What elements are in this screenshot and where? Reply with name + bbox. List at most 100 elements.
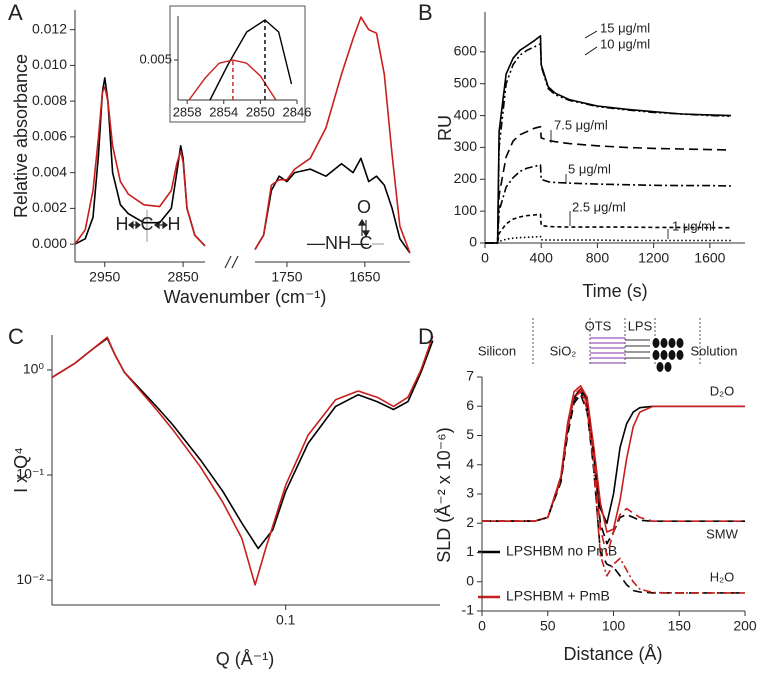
y-tick-label: 400 — [454, 106, 478, 122]
y-tick-label: 10⁻¹ — [16, 466, 44, 482]
x-tick-label: 800 — [586, 250, 610, 266]
lps-molecules — [625, 338, 684, 372]
series-line — [209, 19, 293, 101]
annotation: Solution — [691, 343, 738, 358]
y-tick-label: 0.002 — [32, 199, 67, 215]
x-tick-label: 150 — [668, 618, 692, 634]
series-line — [485, 164, 731, 244]
x-axis-title: Time (s) — [582, 281, 647, 301]
x-tick-label: 200 — [733, 618, 757, 634]
y-tick-label: 10⁻² — [16, 571, 44, 587]
annotation: C — [141, 214, 154, 234]
inset-y-tick-label: 0.005 — [139, 51, 172, 66]
series-line — [485, 125, 731, 244]
y-tick-label: -1 — [462, 602, 475, 618]
axis-break — [224, 255, 232, 269]
axis-break — [231, 255, 239, 269]
annotation: OTS — [585, 318, 612, 333]
x-tick-label: 0 — [478, 618, 486, 634]
annotation: C — [360, 233, 373, 253]
y-tick-label: 0.008 — [32, 92, 67, 108]
x-axis-title: Distance (Å) — [563, 644, 662, 664]
y-tick-label: 7 — [466, 368, 474, 384]
panel-letter: D — [418, 324, 434, 349]
y-tick-label: 100 — [454, 202, 478, 218]
annotation: Silicon — [478, 343, 516, 358]
y-tick-label: 600 — [454, 43, 478, 59]
x-tick-label: 2950 — [89, 269, 120, 285]
y-tick-label: 6 — [466, 397, 474, 413]
y-tick-label: 500 — [454, 74, 478, 90]
y-tick-label: 0.012 — [32, 20, 67, 36]
panel-letter: A — [8, 0, 23, 25]
annotation: H — [168, 214, 181, 234]
x-axis-title: Q (Å⁻¹) — [216, 649, 275, 669]
legend-label: LPSHBM no PmB — [506, 543, 617, 559]
x-tick-label: 1200 — [638, 250, 669, 266]
inset-frame — [169, 5, 306, 123]
inset-x-tick-label: 2858 — [173, 104, 202, 119]
series-label: 15 μg/ml — [600, 20, 650, 35]
y-axis-title: RU — [435, 115, 455, 141]
series-line — [485, 43, 731, 244]
y-tick-label: 5 — [466, 426, 474, 442]
annotation: H — [116, 214, 129, 234]
x-tick-label: 400 — [530, 250, 554, 266]
inset-x-tick-label: 2846 — [283, 104, 312, 119]
x-tick-label: 1600 — [694, 250, 725, 266]
series-line — [482, 387, 745, 557]
series-label: 2.5 μg/ml — [572, 199, 626, 214]
annotation: SMW — [706, 526, 739, 541]
series-line — [188, 59, 277, 101]
x-tick-label: 100 — [602, 618, 626, 634]
annotation: H₂O — [710, 569, 735, 584]
y-tick-label: 3 — [466, 485, 474, 501]
y-tick-label: 0.010 — [32, 56, 67, 72]
x-tick-label: 50 — [540, 618, 556, 634]
y-axis-title: I x Q⁴ — [11, 447, 31, 493]
series-line — [51, 335, 434, 586]
panel-letter: B — [418, 0, 433, 25]
x-tick-label: 2850 — [167, 269, 198, 285]
ots-chains — [590, 337, 625, 364]
x-axis-title: Wavenumber (cm⁻¹) — [164, 287, 327, 307]
annotation: LPS — [628, 318, 653, 333]
series-line — [482, 387, 745, 525]
series-line — [482, 390, 745, 594]
series-label: 1 μg/ml — [672, 218, 715, 233]
y-tick-label: 0.006 — [32, 128, 67, 144]
annotation: —NH— — [307, 233, 369, 253]
x-tick-label: 1750 — [271, 269, 302, 285]
y-tick-label: 0 — [469, 234, 477, 250]
y-tick-label: 200 — [454, 170, 478, 186]
inset-x-tick-label: 2850 — [246, 104, 275, 119]
x-tick-label: 1650 — [349, 269, 380, 285]
inset-x-tick-label: 2854 — [209, 104, 238, 119]
series-line — [254, 16, 411, 254]
x-tick-label: 0.1 — [276, 612, 296, 628]
annotation: SiO₂ — [550, 343, 577, 358]
y-tick-label: 0.000 — [32, 235, 67, 251]
series-line — [482, 385, 745, 533]
y-axis-title: SLD (Å⁻² x 10⁻⁶) — [434, 427, 454, 562]
y-tick-label: 4 — [466, 455, 474, 471]
annotation: O — [357, 197, 371, 217]
y-tick-label: 300 — [454, 138, 478, 154]
series-line — [74, 86, 206, 247]
y-tick-label: 2 — [466, 514, 474, 530]
y-tick-label: 0.004 — [32, 163, 67, 179]
bond-arrows — [128, 218, 371, 238]
series-line — [51, 337, 434, 550]
series-label: 7.5 μg/ml — [554, 117, 608, 132]
y-tick-label: 1 — [466, 543, 474, 559]
y-tick-label: 0 — [466, 572, 474, 588]
panel-letter: C — [8, 324, 24, 349]
x-tick-label: 0 — [481, 250, 489, 266]
y-tick-label: 10⁰ — [23, 361, 45, 377]
y-axis-title: Relative absorbance — [11, 54, 31, 218]
series-line — [482, 393, 745, 594]
series-label: 5 μg/ml — [568, 161, 611, 176]
series-line — [485, 235, 731, 244]
